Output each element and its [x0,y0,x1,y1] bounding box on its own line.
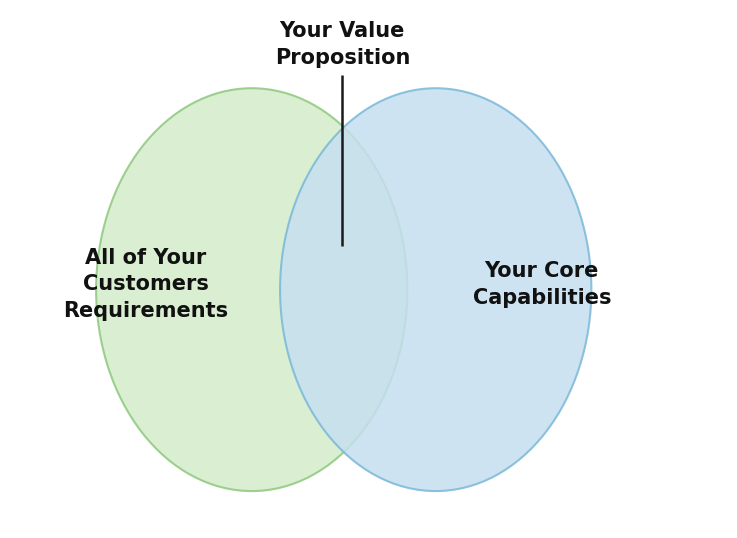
Ellipse shape [96,88,408,491]
Text: Your Value
Proposition: Your Value Proposition [275,21,410,68]
Ellipse shape [280,88,591,491]
Text: Your Core
Capabilities: Your Core Capabilities [472,261,611,308]
Text: All of Your
Customers
Requirements: All of Your Customers Requirements [63,248,228,321]
